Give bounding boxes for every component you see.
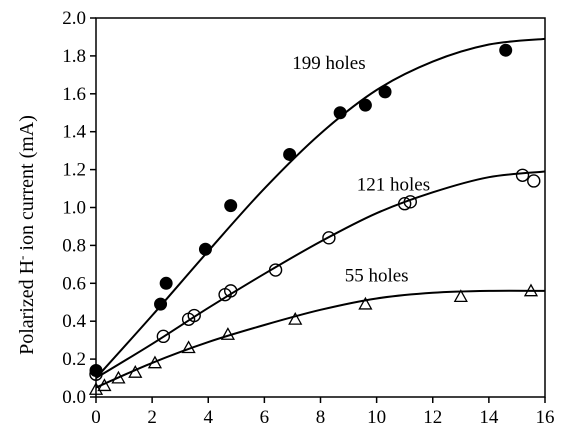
point-121-holes [322,231,336,245]
point-199-holes [159,276,173,290]
y-tick-label: 0.2 [62,349,86,370]
point-55-holes [181,340,196,354]
fit-line-199-holes [95,37,546,379]
point-55-holes [128,365,143,378]
x-tick-label: 6 [260,407,270,428]
plot-frame [95,17,546,398]
point-55-holes [97,378,112,392]
fit-line-55-holes [95,289,546,389]
series-label-121-holes: 121 holes [357,174,430,195]
x-tick-label: 10 [367,407,386,428]
fit-lines [95,37,546,389]
point-199-holes [283,147,297,161]
point-121-holes [397,197,412,211]
x-tick-label: 14 [479,407,499,428]
y-tick-label: 1.4 [62,122,86,143]
x-tick-label: 4 [204,407,214,428]
point-55-holes [358,296,373,310]
point-121-holes [515,168,530,182]
y-tick-label: 1.8 [62,46,86,67]
y-tick-label: 1.6 [62,84,86,105]
y-tick-label: 1.2 [62,160,86,181]
y-tick-label: 2.0 [62,8,86,29]
point-55-holes [453,289,468,303]
point-121-holes [187,308,201,323]
point-121-holes [527,174,541,188]
point-55-holes [220,327,235,340]
fit-line-121-holes [95,170,546,379]
y-axis-label-main: Polarized H [16,260,38,355]
x-tick-label: 12 [423,407,442,428]
point-199-holes [154,297,168,311]
y-tick-label: 0.8 [62,235,86,256]
point-121-holes [89,367,103,381]
point-121-holes [403,195,417,209]
y-tick-label: 0.4 [62,311,86,332]
y-axis-label-sup: - [14,256,29,260]
point-55-holes [523,283,539,297]
point-199-holes [89,363,103,377]
point-199-holes [378,85,392,99]
y-tick-label: 0.6 [62,273,86,294]
x-tick-label: 2 [147,407,157,428]
axes: 0 2 4 6 8 10 12 14 16 0.0 0.2 0.4 0.6 0.8 1.0 1.2 1.4 1.6… [62,8,554,428]
x-tick-label: 0 [91,407,101,428]
x-tick-label: 8 [316,407,326,428]
point-199-holes [198,242,212,256]
x-tick-label: 16 [536,407,555,428]
series-label-199-holes: 199 holes [292,53,365,74]
data-points [88,43,541,395]
y-tick-label: 0.0 [62,387,86,408]
point-199-holes [333,106,347,120]
point-199-holes [358,98,372,112]
point-121-holes [268,263,283,277]
point-121-holes [223,284,238,298]
point-55-holes [111,370,126,384]
point-121-holes [156,329,171,344]
series-label-55-holes: 55 holes [345,265,409,286]
point-199-holes [499,43,513,57]
point-55-holes [288,311,303,325]
y-axis-label: Polarized H- ion current (mA) [14,115,39,355]
point-199-holes [224,199,238,213]
point-55-holes [147,355,163,369]
y-axis-label-rest: ion current (mA) [16,115,38,256]
y-tick-label: 1.0 [62,198,86,219]
series-labels: 199 holes 121 holes 55 holes [292,53,430,286]
